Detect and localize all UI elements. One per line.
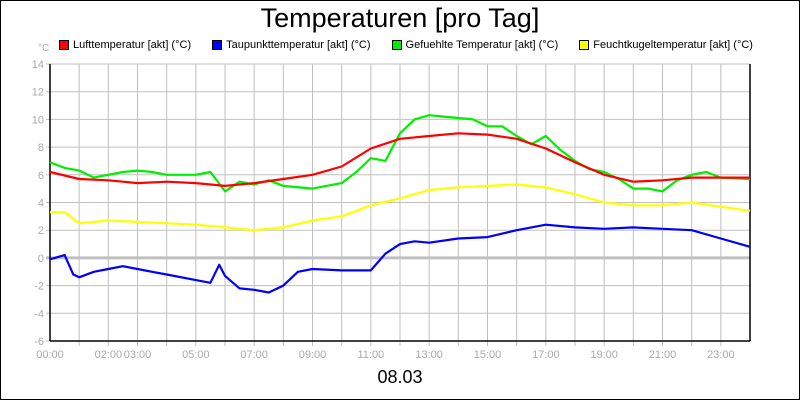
y-tick-label: 12 — [32, 87, 44, 99]
y-tick-label: 0 — [38, 253, 44, 265]
legend-label: Feuchtkugeltemperatur [akt] (°C) — [593, 39, 753, 51]
y-tick-label: 10 — [32, 114, 44, 126]
y-tick-label: -6 — [34, 336, 44, 348]
legend-swatch — [59, 40, 69, 50]
x-axis-date-label: 08.03 — [377, 367, 423, 387]
legend-item-feuchtkugel: Feuchtkugeltemperatur [akt] (°C) — [579, 39, 753, 51]
x-tick-label: 05:00 — [182, 349, 210, 361]
x-tick-label: 15:00 — [474, 349, 502, 361]
x-tick-label: 21:00 — [649, 349, 677, 361]
legend-label: Taupunkttemperatur [akt] (°C) — [226, 39, 371, 51]
x-tick-label: 23:00 — [707, 349, 735, 361]
y-tick-label: 8 — [38, 142, 44, 154]
x-tick-label: 03:00 — [124, 349, 152, 361]
x-tick-label: 02:00 — [95, 349, 123, 361]
y-tick-label: -4 — [34, 308, 44, 320]
legend-item-taupunkt: Taupunkttemperatur [akt] (°C) — [212, 39, 371, 51]
y-tick-label: 4 — [38, 198, 44, 210]
legend-label: Lufttemperatur [akt] (°C) — [73, 39, 192, 51]
y-tick-label: 2 — [38, 225, 44, 237]
series-line-1 — [49, 223, 751, 294]
legend-label: Gefuehlte Temperatur [akt] (°C) — [405, 39, 559, 51]
x-tick-label: 07:00 — [240, 349, 268, 361]
legend-swatch — [579, 40, 590, 50]
x-tick-label: 00:00 — [36, 349, 64, 361]
legend-item-gefuehlt: Gefuehlte Temperatur [akt] (°C) — [391, 39, 559, 51]
chart-title: Temperaturen [pro Tag] — [260, 3, 540, 33]
x-tick-label: 13:00 — [415, 349, 443, 361]
x-tick-label: 17:00 — [532, 349, 560, 361]
x-tick-label: 09:00 — [299, 349, 327, 361]
legend-swatch — [212, 40, 223, 50]
y-tick-label: 14 — [32, 59, 44, 71]
y-axis-unit: °C — [38, 43, 50, 54]
x-tick-label: 19:00 — [590, 349, 618, 361]
series-line-0 — [49, 132, 750, 187]
legend: Lufttemperatur [akt] (°C) Taupunkttemper… — [59, 39, 774, 51]
y-tick-label: -2 — [34, 281, 44, 293]
x-tick-label: 11:00 — [357, 349, 384, 361]
legend-swatch — [391, 40, 402, 50]
legend-item-luft: Lufttemperatur [akt] (°C) — [59, 39, 191, 51]
series-line-3 — [50, 183, 751, 232]
series-line-2 — [49, 114, 751, 193]
y-tick-label: 6 — [38, 170, 44, 182]
